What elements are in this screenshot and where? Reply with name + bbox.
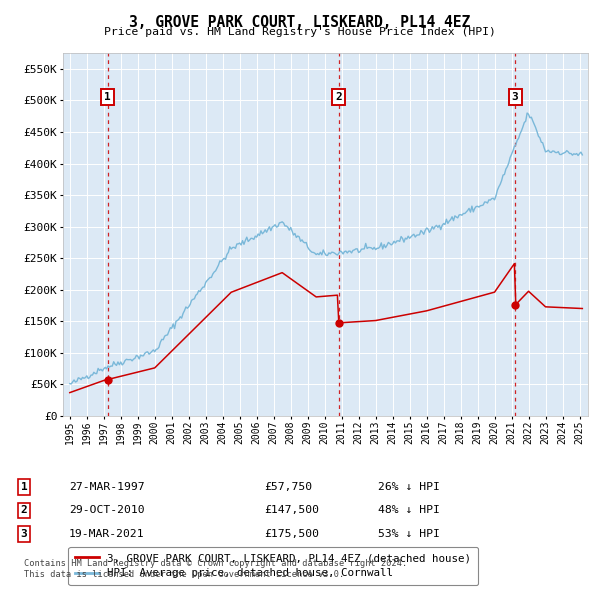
Text: 2: 2 — [20, 506, 28, 515]
Text: 3: 3 — [512, 91, 518, 101]
Text: £175,500: £175,500 — [264, 529, 319, 539]
Text: 19-MAR-2021: 19-MAR-2021 — [69, 529, 145, 539]
Text: 2: 2 — [335, 91, 342, 101]
Text: 3: 3 — [20, 529, 28, 539]
Text: 27-MAR-1997: 27-MAR-1997 — [69, 482, 145, 491]
Text: This data is licensed under the Open Government Licence v3.0.: This data is licensed under the Open Gov… — [24, 570, 344, 579]
Text: £147,500: £147,500 — [264, 506, 319, 515]
Text: Contains HM Land Registry data © Crown copyright and database right 2024.: Contains HM Land Registry data © Crown c… — [24, 559, 407, 568]
Text: 29-OCT-2010: 29-OCT-2010 — [69, 506, 145, 515]
Text: 48% ↓ HPI: 48% ↓ HPI — [378, 506, 440, 515]
Legend: 3, GROVE PARK COURT, LISKEARD, PL14 4EZ (detached house), HPI: Average price, de: 3, GROVE PARK COURT, LISKEARD, PL14 4EZ … — [68, 546, 478, 585]
Text: £57,750: £57,750 — [264, 482, 312, 491]
Text: 3, GROVE PARK COURT, LISKEARD, PL14 4EZ: 3, GROVE PARK COURT, LISKEARD, PL14 4EZ — [130, 15, 470, 30]
Text: 1: 1 — [104, 91, 111, 101]
Text: 1: 1 — [20, 482, 28, 491]
Text: Price paid vs. HM Land Registry's House Price Index (HPI): Price paid vs. HM Land Registry's House … — [104, 27, 496, 37]
Text: 53% ↓ HPI: 53% ↓ HPI — [378, 529, 440, 539]
Text: 26% ↓ HPI: 26% ↓ HPI — [378, 482, 440, 491]
